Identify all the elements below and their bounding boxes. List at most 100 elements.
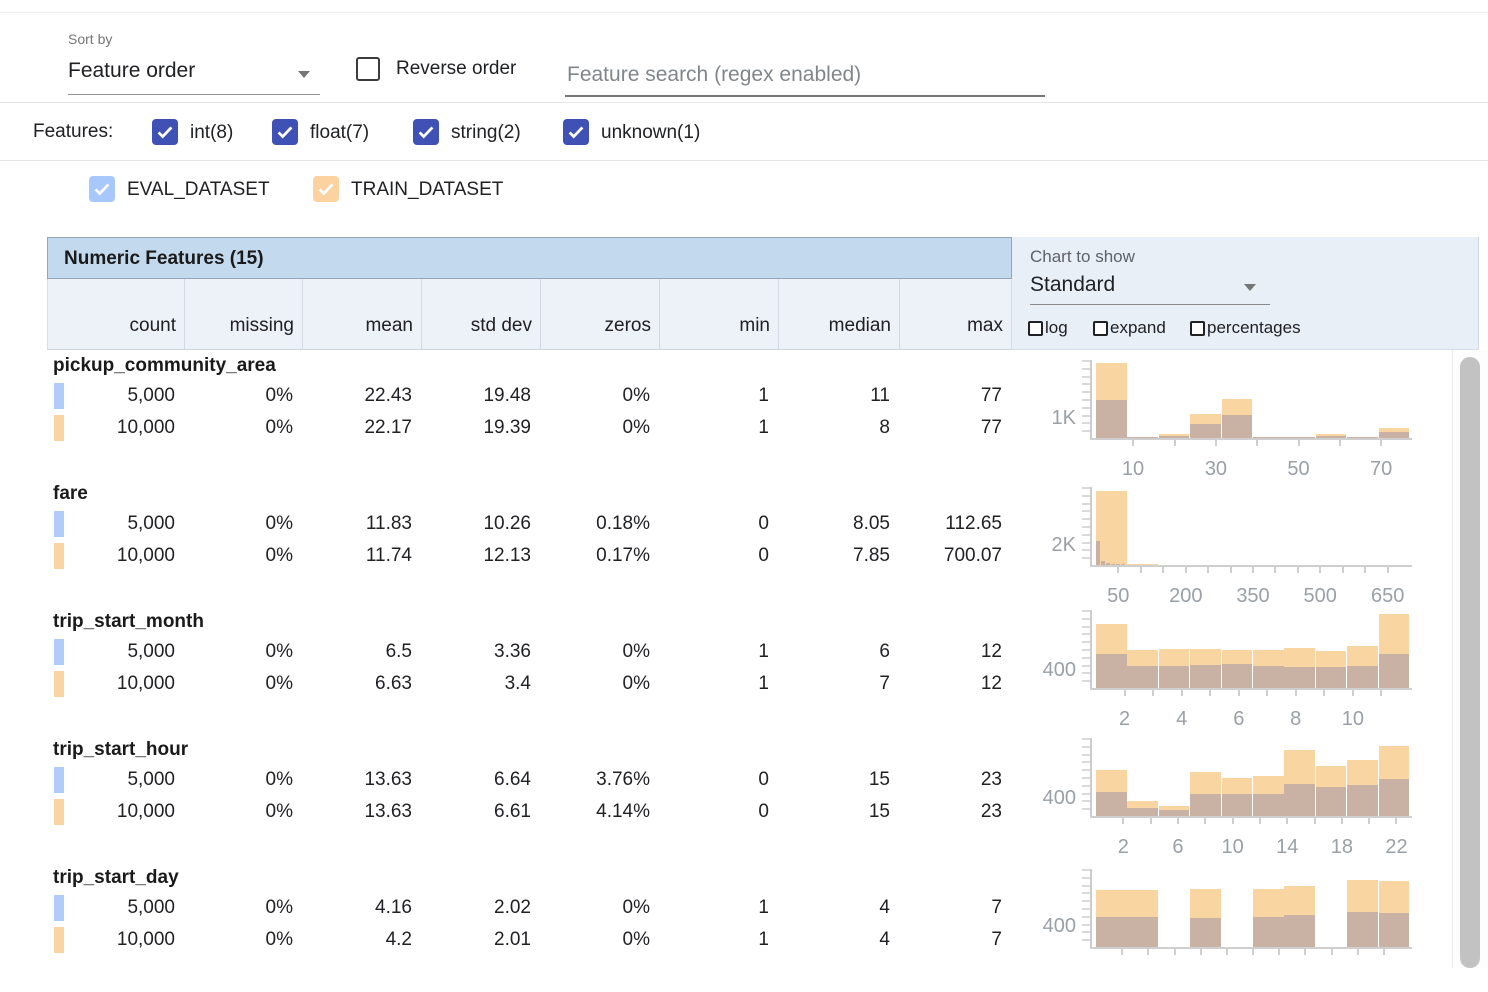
y-axis-tick (1082, 745, 1090, 748)
stat-mean: 13.63 (364, 801, 412, 822)
x-axis-tick-label: 22 (1385, 836, 1408, 858)
feature-row: trip_start_day 5,000 0% 4.16 2.02 0% 1 4 7 10,000… (47, 864, 1012, 992)
column-header-mean: mean (302, 279, 421, 349)
type-filter-checkbox-unknown[interactable] (563, 119, 589, 145)
stat-min: 1 (758, 673, 769, 694)
eval-swatch (54, 767, 64, 793)
feature-type-filter-bar: Features: int(8) float(7) string(2) unknown… (0, 104, 1488, 161)
x-axis-tick (1368, 818, 1371, 824)
chart-option-expand-checkbox[interactable] (1093, 321, 1108, 336)
eval-overlap-bar (1284, 915, 1316, 947)
stat-missing: 0% (265, 929, 293, 950)
stat-max: 700.07 (943, 545, 1002, 566)
y-axis-tick (1082, 541, 1090, 544)
x-axis-tick-label: 4 (1176, 708, 1188, 730)
train-dataset-label: TRAIN_DATASET (351, 179, 504, 200)
column-header-min: min (659, 279, 778, 349)
x-axis-tick (1386, 567, 1389, 573)
chart-option-percentages-checkbox[interactable] (1190, 321, 1205, 336)
train-swatch (54, 927, 64, 953)
type-filter-label-unknown: unknown(1) (601, 122, 701, 143)
chart-panel: Chart to show Standard log expand percenta… (1012, 237, 1479, 350)
type-filter-checkbox-int[interactable] (152, 119, 178, 145)
y-axis-tick (1082, 391, 1090, 394)
stat-zeros: 4.14% (596, 801, 650, 822)
y-axis-tick (1082, 939, 1090, 942)
y-axis-tick (1082, 884, 1090, 887)
chart-option-percentages-label: percentages (1207, 318, 1301, 337)
y-axis-tick (1082, 557, 1090, 560)
type-filter-checkbox-string[interactable] (413, 119, 439, 145)
sort-by-select[interactable]: Feature order (68, 55, 320, 95)
stat-median: 8.05 (853, 513, 890, 534)
x-axis-tick (1313, 818, 1316, 824)
x-axis-tick-label: 10 (1341, 708, 1364, 730)
train-bar (1096, 491, 1127, 565)
x-axis-tick (1207, 567, 1210, 573)
x-axis-tick-label: 2 (1117, 836, 1129, 858)
train-bar (1127, 564, 1159, 565)
stat-mean: 6.63 (375, 673, 412, 694)
stat-min: 1 (758, 641, 769, 662)
stat-missing: 0% (265, 897, 293, 918)
eval-overlap-bar (1347, 437, 1378, 438)
reverse-order-checkbox[interactable] (356, 57, 380, 81)
type-filter-checkbox-float[interactable] (272, 119, 298, 145)
eval-swatch (54, 511, 64, 537)
eval-overlap-bar (1284, 667, 1316, 688)
stat-std dev: 12.13 (483, 545, 531, 566)
y-axis-tick (1082, 876, 1090, 879)
stat-median: 6 (879, 641, 890, 662)
x-axis-tick (1117, 567, 1120, 573)
type-filter-label-float: float(7) (310, 122, 370, 143)
check-icon (568, 126, 584, 139)
stat-missing: 0% (265, 417, 293, 438)
chart-type-select[interactable]: Standard (1030, 269, 1270, 305)
y-axis-tick (1082, 502, 1090, 505)
eval-overlap-bar (1347, 666, 1378, 688)
chevron-down-icon (1244, 284, 1256, 291)
eval-overlap-bar (1127, 666, 1159, 688)
feature-search-input[interactable] (565, 55, 1045, 97)
check-icon (157, 126, 173, 139)
y-axis-tick (1082, 808, 1090, 811)
x-axis-tick (1274, 567, 1277, 573)
stat-missing: 0% (265, 513, 293, 534)
stat-mean: 4.2 (385, 929, 412, 950)
chart-option-expand-label: expand (1110, 318, 1166, 337)
check-icon (418, 126, 434, 139)
y-axis-tick (1082, 656, 1090, 659)
eval-overlap-bar (1378, 654, 1410, 688)
sort-by-label: Sort by (68, 31, 113, 47)
chevron-down-icon (298, 71, 310, 78)
eval-overlap-bar (1106, 563, 1111, 565)
stat-std dev: 3.36 (494, 641, 531, 662)
eval-overlap-bar (1347, 912, 1378, 947)
stat-zeros: 0% (622, 897, 650, 918)
x-axis-tick (1356, 949, 1359, 955)
y-axis-tick (1082, 430, 1090, 433)
x-axis-tick (1304, 949, 1307, 955)
x-axis-tick (1214, 440, 1217, 446)
vertical-scrollbar[interactable] (1452, 350, 1488, 968)
x-axis-tick (1380, 440, 1383, 446)
stat-std dev: 19.39 (483, 417, 531, 438)
scrollbar-thumb[interactable] (1460, 357, 1480, 968)
x-axis-tick (1225, 949, 1228, 955)
chart-option-log-checkbox[interactable] (1028, 321, 1043, 336)
y-axis-tick (1082, 487, 1090, 489)
train-stats-row: 10,000 0% 6.63 3.4 0% 1 7 12 (47, 670, 1012, 697)
eval-overlap-bar (1101, 561, 1106, 565)
stat-mean: 22.43 (364, 385, 412, 406)
x-axis-tick (1139, 567, 1142, 573)
train-dataset-checkbox[interactable] (313, 176, 339, 202)
stat-max: 12 (980, 641, 1002, 662)
eval-stats-row: 5,000 0% 13.63 6.64 3.76% 0 15 23 (47, 766, 1012, 793)
eval-overlap-bar (1111, 564, 1116, 565)
stat-count: 10,000 (116, 801, 175, 822)
feature-name: pickup_community_area (53, 355, 276, 376)
y-axis-tick (1082, 672, 1090, 675)
stat-max: 77 (980, 417, 1002, 438)
eval-dataset-checkbox[interactable] (89, 176, 115, 202)
stat-missing: 0% (265, 769, 293, 790)
